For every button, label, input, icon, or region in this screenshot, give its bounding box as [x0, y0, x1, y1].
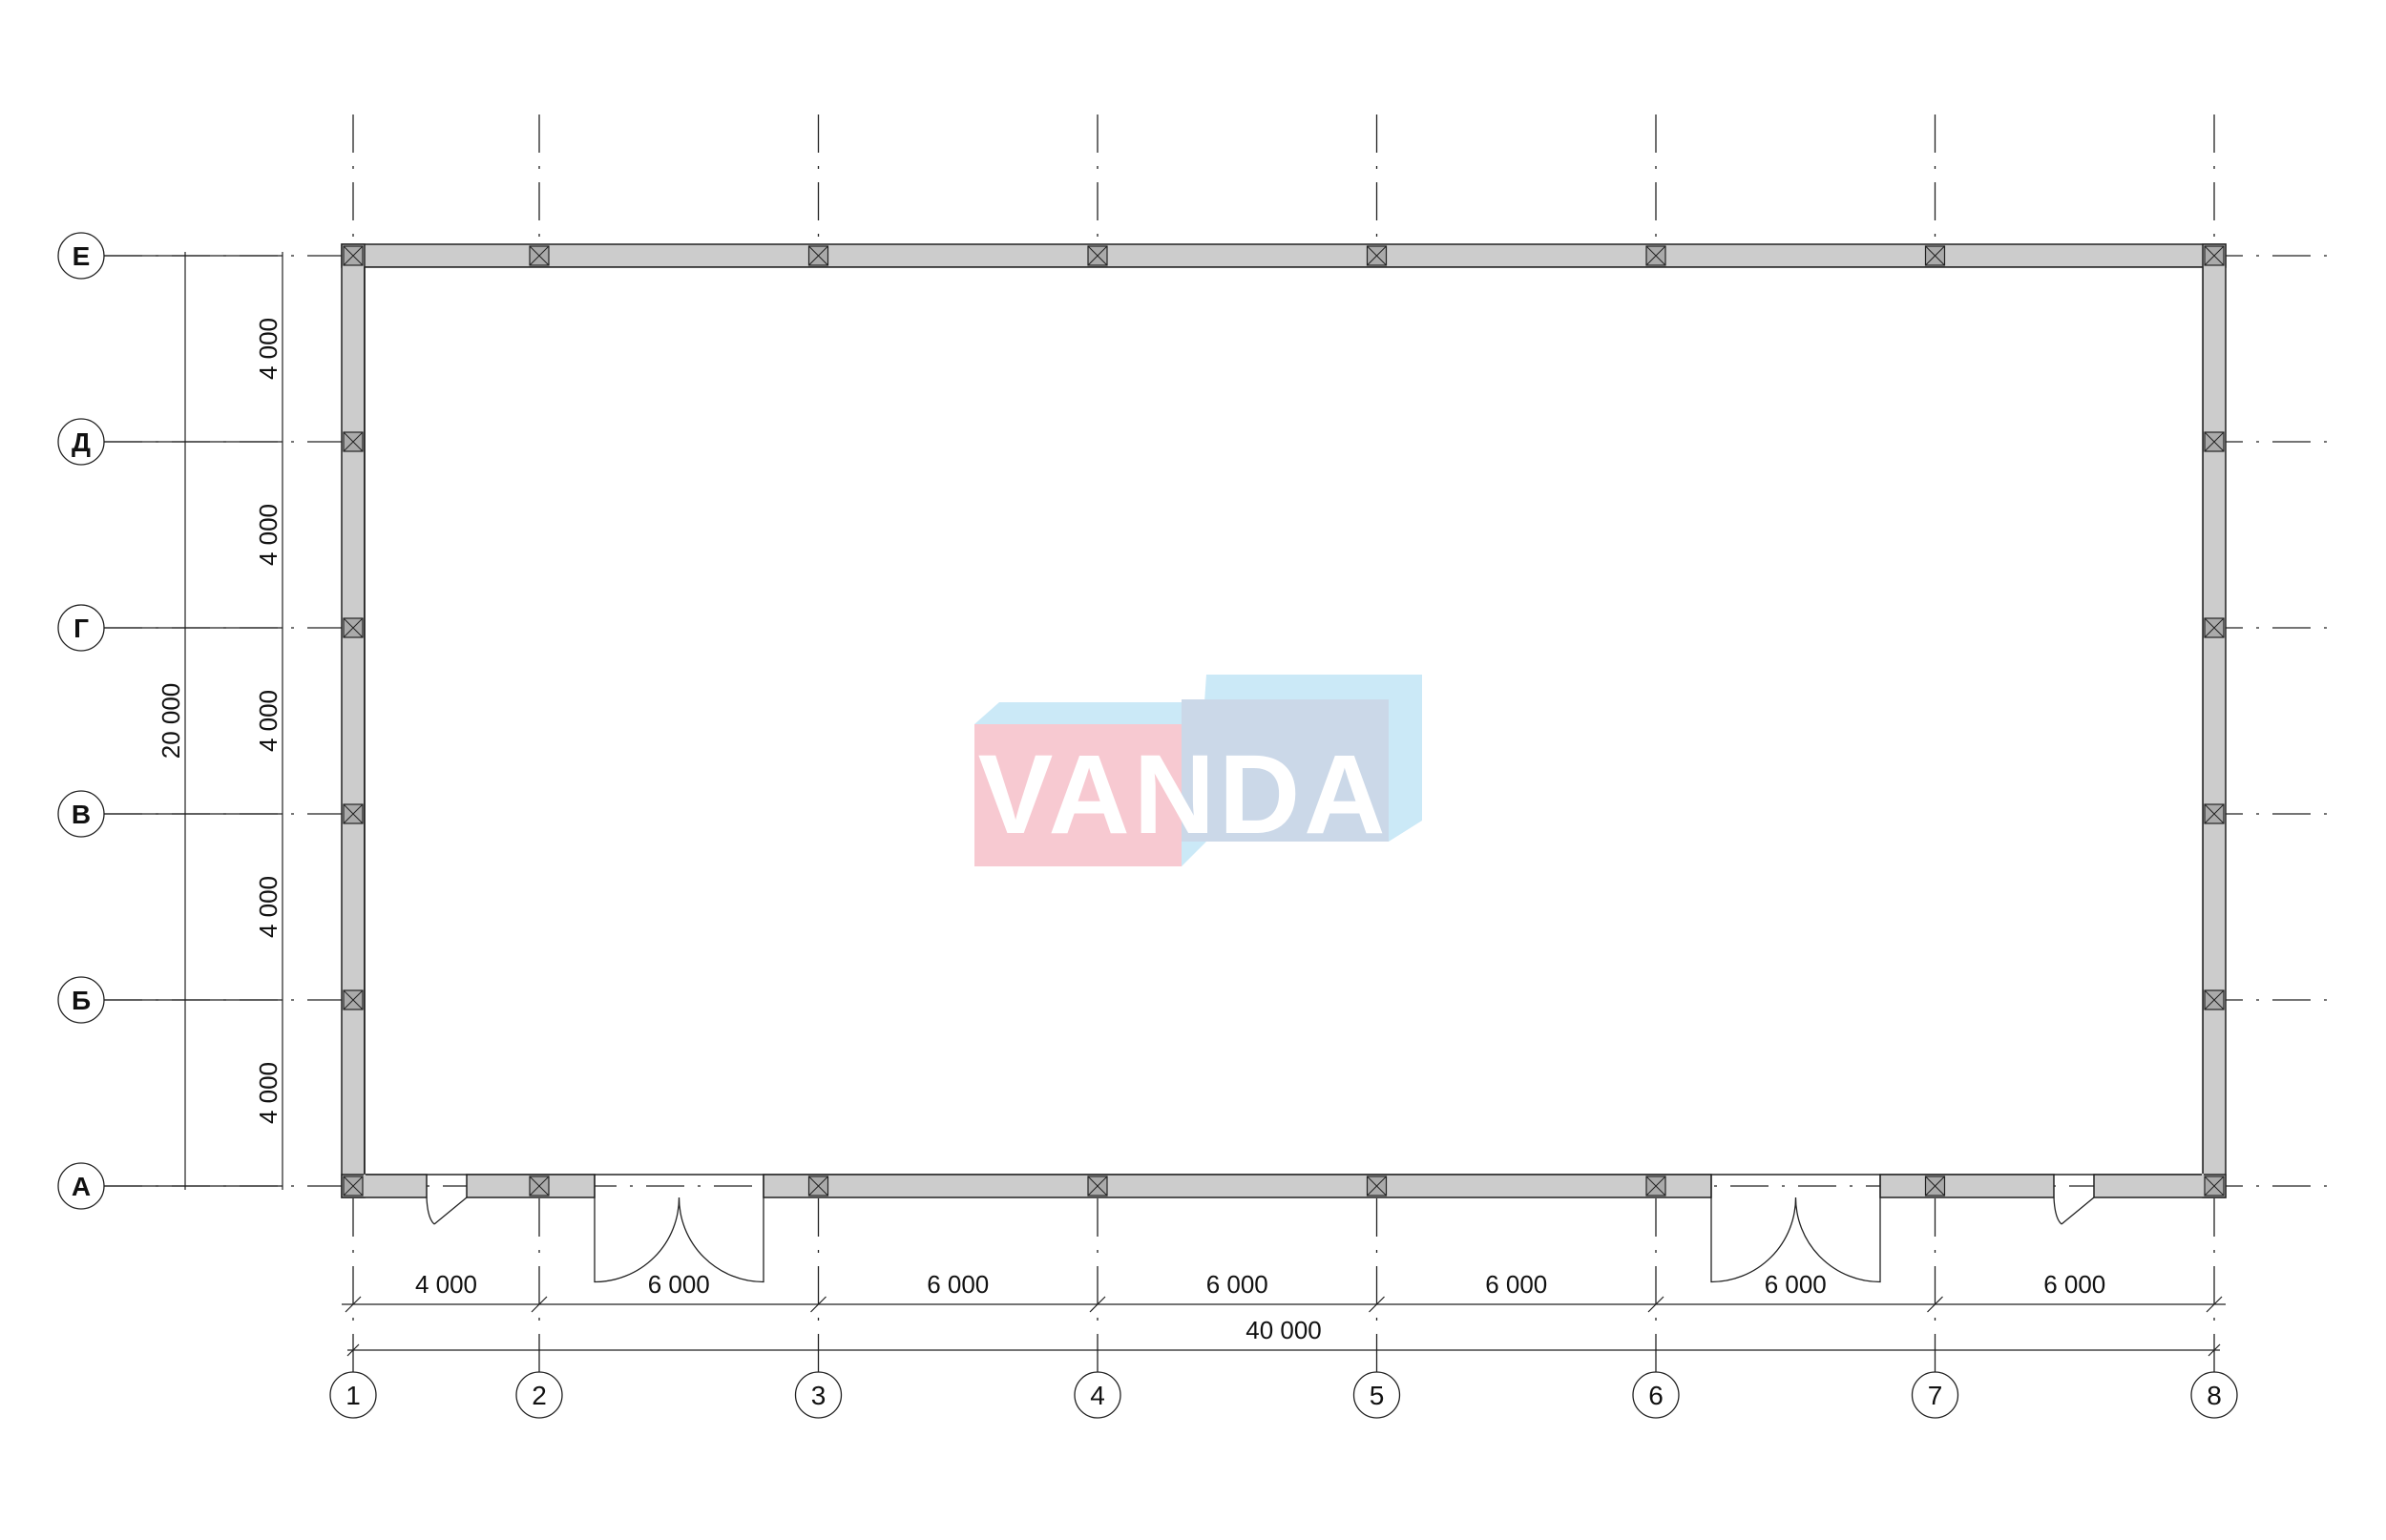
total-width-label: 20 000 — [157, 683, 185, 760]
column-spacing-label: 4 000 — [415, 1270, 477, 1299]
wall-right — [2202, 243, 2227, 1198]
column-axis-label: 3 — [811, 1381, 827, 1410]
column-axis-bubble — [1352, 1371, 1401, 1419]
pillar-cross — [808, 245, 828, 266]
pillar-cross — [2204, 1176, 2225, 1197]
row-axis-bubble — [57, 604, 105, 652]
wall-bottom-segment — [1879, 1174, 2055, 1198]
row-spacing-label: 4 000 — [254, 1062, 283, 1124]
column-spacing-label: 6 000 — [1765, 1270, 1827, 1299]
axis-bubbles: 1 2 3 4 5 6 7 8 Е Д Г В Б А — [57, 232, 2238, 1419]
dimension-tick — [1927, 1296, 1943, 1313]
row-axis-label: В — [72, 800, 91, 829]
dimension-tick — [810, 1296, 827, 1313]
pillar-cross — [1087, 245, 1108, 266]
logo-pink-block — [974, 724, 1182, 866]
column-axis-label: 8 — [2207, 1381, 2222, 1410]
row-spacing-label: 4 000 — [254, 318, 283, 380]
pillar-cross — [1087, 1176, 1108, 1197]
pillar-cross — [343, 245, 364, 266]
pillar-cross — [808, 1176, 828, 1197]
pillar-cross — [1925, 245, 1945, 266]
pillar-cross — [1925, 1176, 1945, 1197]
column-axis-label: 7 — [1928, 1381, 1943, 1410]
row-axis-label: Е — [73, 241, 91, 271]
column-axis-label: 1 — [345, 1381, 361, 1410]
columns-markers — [343, 245, 2225, 1197]
column-axis-label: 2 — [532, 1381, 547, 1410]
pillar-cross — [529, 1176, 550, 1197]
pillar-cross — [343, 1176, 364, 1197]
doors — [426, 1175, 2095, 1283]
column-axis-bubble — [1632, 1371, 1680, 1419]
wall-left — [341, 243, 366, 1198]
column-axis-bubble — [2190, 1371, 2238, 1419]
column-spacing-label: 6 000 — [648, 1270, 710, 1299]
pillar-cross — [1367, 245, 1387, 266]
pillar-cross — [1645, 1176, 1666, 1197]
column-axis-bubble — [515, 1371, 563, 1419]
double-door-icon — [1710, 1175, 1881, 1283]
dimension-tick — [1369, 1296, 1385, 1313]
row-axis-label: Г — [73, 614, 89, 643]
column-axis-label: 6 — [1648, 1381, 1664, 1410]
row-spacing-label: 4 000 — [254, 876, 283, 938]
row-axis-bubble — [57, 418, 105, 466]
wall-bottom-segment — [763, 1174, 1712, 1198]
row-axis-bubble — [57, 790, 105, 838]
row-axis-bubble — [57, 1162, 105, 1210]
pillar-cross — [2204, 617, 2225, 638]
logo-text: VANDA — [978, 732, 1390, 858]
column-spacing-label: 6 000 — [927, 1270, 989, 1299]
wall-joint — [2202, 1174, 2204, 1195]
column-spacing-label: 6 000 — [1485, 1270, 1547, 1299]
pillar-cross — [2204, 803, 2225, 824]
column-spacing-label: 6 000 — [2043, 1270, 2105, 1299]
row-axis-label: Д — [72, 427, 91, 457]
wall-joint — [364, 1174, 366, 1195]
row-axis-bubble — [57, 976, 105, 1024]
double-door-icon — [594, 1175, 764, 1283]
column-axis-label: 5 — [1370, 1381, 1385, 1410]
pillar-cross — [2204, 245, 2225, 266]
dimension-tick — [1089, 1296, 1106, 1313]
total-length-label: 40 000 — [1245, 1316, 1322, 1344]
dimension-tick — [2208, 1343, 2221, 1357]
column-spacing-label: 6 000 — [1206, 1270, 1268, 1299]
logo-greyblue-block — [1182, 699, 1389, 842]
pillar-cross — [529, 245, 550, 266]
pillar-cross — [2204, 989, 2225, 1010]
single-door-icon — [426, 1197, 468, 1225]
column-axis-label: 4 — [1090, 1381, 1105, 1410]
pillar-cross — [1367, 1176, 1387, 1197]
column-axis-bubble — [794, 1371, 843, 1419]
column-axis-bubble — [1074, 1371, 1121, 1419]
pillar-cross — [343, 989, 364, 1010]
pillar-cross — [1645, 245, 1666, 266]
dimension-tick — [2206, 1296, 2223, 1313]
single-door-icon — [2053, 1197, 2095, 1225]
pillar-cross — [2204, 431, 2225, 452]
pillar-cross — [343, 617, 364, 638]
column-axis-bubble — [329, 1371, 377, 1419]
dimension-tick — [346, 1343, 360, 1357]
column-axis-bubble — [1911, 1371, 1959, 1419]
dimension-tick — [531, 1296, 548, 1313]
row-axis-bubble — [57, 232, 105, 280]
row-axis-label: Б — [72, 986, 91, 1015]
pillar-cross — [343, 431, 364, 452]
vanda-watermark-logo: VANDA — [974, 675, 1422, 866]
dimension-tick — [1647, 1296, 1664, 1313]
row-spacing-label: 4 000 — [254, 504, 283, 566]
row-axis-label: А — [72, 1172, 91, 1201]
pillar-cross — [343, 803, 364, 824]
row-spacing-label: 4 000 — [254, 690, 283, 752]
dimension-tick — [345, 1296, 362, 1313]
dimensions: 4 000 6 000 6 000 6 000 6 000 6 000 6 000 40 00… — [104, 252, 2226, 1357]
